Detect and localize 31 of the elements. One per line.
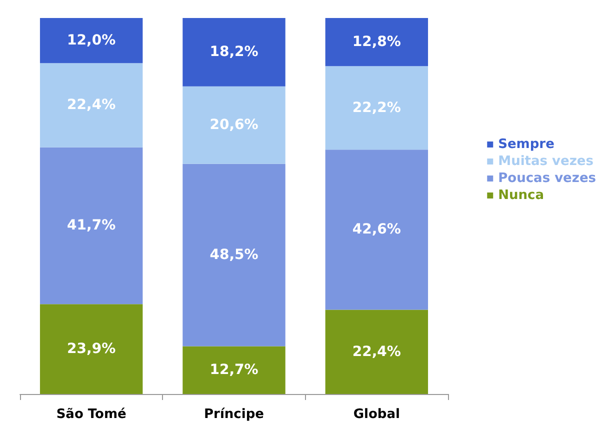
x-tick-label: São Tomé <box>56 407 127 422</box>
bar <box>40 63 143 148</box>
data-label: 42,6% <box>352 222 401 238</box>
bar <box>40 18 143 64</box>
legend-label: Nunca <box>498 188 544 203</box>
data-label: 20,6% <box>210 117 258 134</box>
x-tick-label: Global <box>353 407 400 422</box>
data-label: 12,8% <box>352 34 401 50</box>
bar <box>325 66 428 150</box>
data-label: 22,2% <box>352 100 401 116</box>
data-label: 41,7% <box>67 218 116 234</box>
legend-label: Sempre <box>498 137 555 152</box>
legend-label: Muitas vezes <box>498 154 594 169</box>
bar <box>325 18 428 66</box>
x-tick-label: Príncipe <box>204 407 264 422</box>
bar <box>40 147 143 304</box>
data-label: 48,5% <box>210 247 258 264</box>
data-label: 12,7% <box>210 362 258 378</box>
data-label: 23,9% <box>67 341 116 358</box>
bar <box>182 164 286 346</box>
bar <box>325 310 428 394</box>
data-label: 18,2% <box>210 44 258 60</box>
bar <box>182 18 286 86</box>
data-label: 12,0% <box>67 32 116 49</box>
bar <box>182 86 286 164</box>
legend-label: Poucas vezes <box>498 171 596 186</box>
bar <box>182 346 286 394</box>
data-label: 22,4% <box>352 344 401 360</box>
bar <box>325 150 428 310</box>
bar <box>40 304 143 394</box>
data-label: 22,4% <box>67 97 116 114</box>
